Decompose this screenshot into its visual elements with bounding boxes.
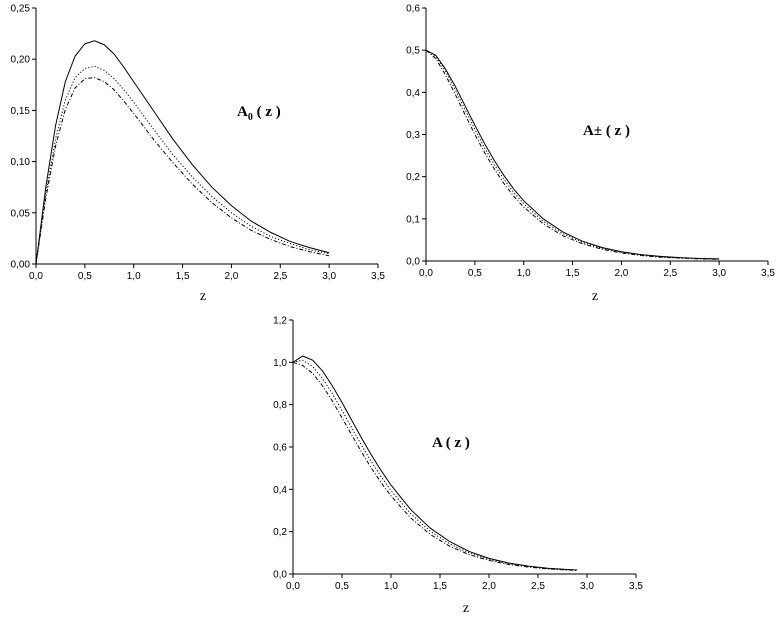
x-tick-label: 2,0 xyxy=(482,581,496,592)
series-line-dotted xyxy=(292,359,578,571)
y-tick-label: 0,10 xyxy=(11,157,31,168)
annotation-main: A ( z ) xyxy=(432,435,470,451)
series-line-dashdot xyxy=(35,77,330,265)
x-axis-label: z xyxy=(200,289,206,304)
x-tick-label: 0,5 xyxy=(335,581,349,592)
x-tick-label: 1,5 xyxy=(566,268,580,279)
x-tick-label: 3,5 xyxy=(629,581,643,592)
chart-panel-a: 0,0 0,5 1,0 1,5 2,0 2,5 3,0 3,5 0,0 0,2 0,4 0,6 0,8 1… xyxy=(273,316,643,617)
x-tick-label: 3,0 xyxy=(712,268,726,279)
series-line-dotted xyxy=(425,49,720,260)
x-tick-label: 3,5 xyxy=(371,271,385,282)
y-tick-label: 0,6 xyxy=(273,443,287,454)
series-line-solid xyxy=(425,49,720,260)
x-tick-label: 2,5 xyxy=(531,581,545,592)
series-line-dashdot xyxy=(425,49,720,260)
y-tick-label: 0,05 xyxy=(11,208,31,219)
series-line-dashdot xyxy=(292,361,578,571)
x-tick-label: 2,0 xyxy=(224,271,238,282)
x-tick-label: 0,0 xyxy=(29,271,43,282)
x-tick-label: 0,5 xyxy=(78,271,92,282)
annotation-main: A xyxy=(237,104,248,120)
y-tick-label: 0,20 xyxy=(11,55,31,66)
x-tick-label: 1,5 xyxy=(433,581,447,592)
x-tick-label: 1,0 xyxy=(127,271,141,282)
x-tick-label: 0,5 xyxy=(468,268,482,279)
y-tick-label: 0,5 xyxy=(406,46,420,57)
curve-annotation: A0 ( z ) xyxy=(237,104,281,123)
y-tick-label: 0,4 xyxy=(406,88,420,99)
x-tick-label: 1,0 xyxy=(517,268,531,279)
x-axis-label: z xyxy=(592,289,598,304)
y-tick-label: 0,8 xyxy=(273,400,287,411)
x-tick-label: 2,5 xyxy=(663,268,677,279)
series-line-solid xyxy=(292,355,578,571)
y-tick-label: 1,2 xyxy=(273,316,287,327)
y-tick-label: 0,6 xyxy=(406,4,420,15)
curve-annotation: A ( z ) xyxy=(432,435,470,451)
y-tick-label: 0,4 xyxy=(273,485,287,496)
x-tick-label: 3,0 xyxy=(322,271,336,282)
chart-panel-a-pm: 0,0 0,5 1,0 1,5 2,0 2,5 3,0 3,5 0,0 0,1 0,2 0,3 0,4 0… xyxy=(406,4,775,305)
x-axis-label: z xyxy=(463,601,469,616)
x-tick-label: 1,5 xyxy=(176,271,190,282)
y-tick-label: 0,2 xyxy=(406,172,420,183)
series-line-dotted xyxy=(35,65,330,265)
x-tick-label: 1,0 xyxy=(384,581,398,592)
y-tick-label: 0,0 xyxy=(273,570,287,581)
x-tick-label: 2,5 xyxy=(273,271,287,282)
x-tick-label: 0,0 xyxy=(286,581,300,592)
y-tick-label: 0,2 xyxy=(273,527,287,538)
y-tick-label: 0,3 xyxy=(406,130,420,141)
x-tick-label: 3,0 xyxy=(580,581,594,592)
x-tick-label: 3,5 xyxy=(761,268,775,279)
curve-annotation: A± ( z ) xyxy=(583,123,630,139)
y-tick-label: 0,15 xyxy=(11,106,31,117)
annotation-subscript: 0 xyxy=(248,112,253,123)
y-tick-label: 0,00 xyxy=(11,260,31,271)
y-tick-label: 1,0 xyxy=(273,358,287,369)
series-line-solid xyxy=(35,40,330,265)
y-tick-label: 0,1 xyxy=(406,214,420,225)
y-tick-label: 0,0 xyxy=(406,257,420,268)
x-tick-label: 0,0 xyxy=(419,268,433,279)
chart-panel-a0: 0,0 0,5 1,0 1,5 2,0 2,5 3,0 3,5 0,00 0,05 0,10 0,15… xyxy=(11,4,386,305)
y-tick-label: 0,25 xyxy=(11,4,31,15)
annotation-main: A± ( z ) xyxy=(583,123,630,139)
x-tick-label: 2,0 xyxy=(614,268,628,279)
annotation-rest: ( z ) xyxy=(253,104,281,120)
